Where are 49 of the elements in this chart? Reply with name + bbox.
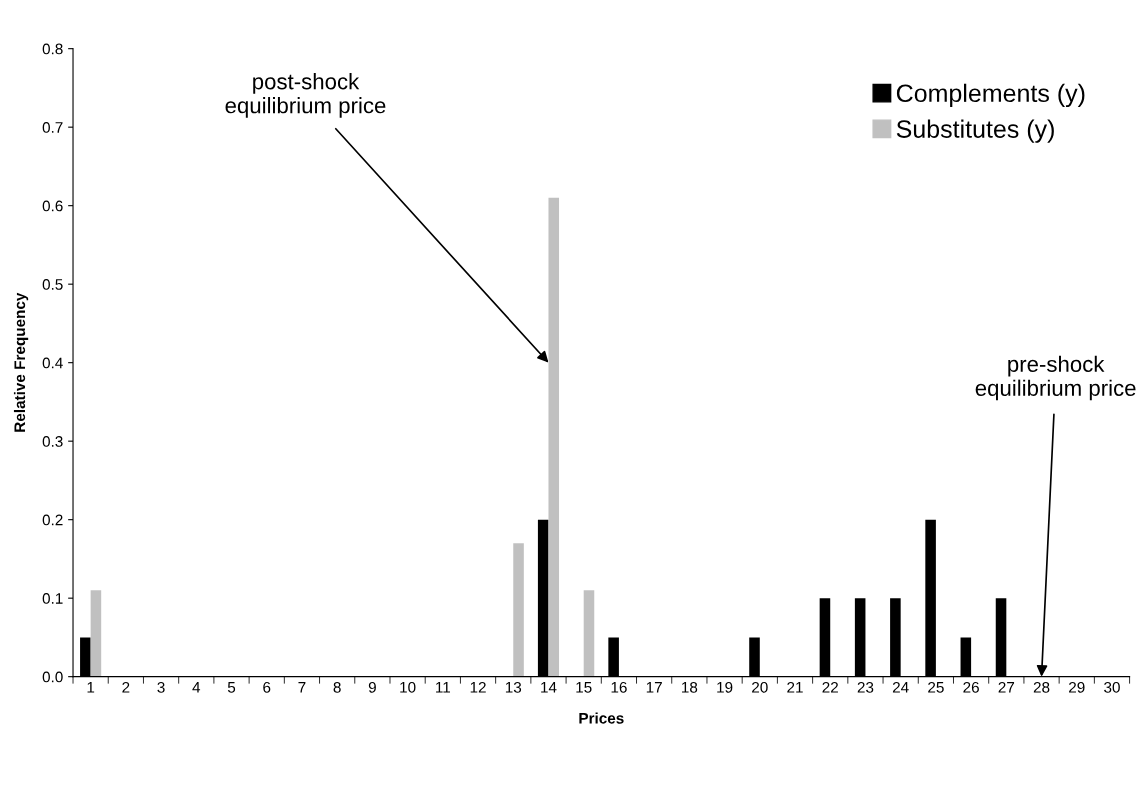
y-tick-label: 0.3 [42, 436, 63, 447]
y-tick-label: 0.0 [42, 671, 63, 683]
bar [513, 543, 524, 677]
legend-label: Substitutes (y) [896, 119, 1054, 143]
bar [90, 590, 102, 677]
x-tick-label: 10 [400, 681, 416, 693]
x-tick-label: 12 [470, 681, 486, 693]
y-tick-label: 0.8 [42, 43, 63, 55]
x-tick-label: 26 [963, 681, 979, 693]
x-tick-label: 22 [822, 681, 838, 693]
y-axis-title: Relative Frequency [13, 292, 29, 432]
annotation: pre-shock equilibrium price [975, 355, 1136, 401]
x-tick-label: 17 [646, 682, 662, 693]
legend-label: Complements (y) [896, 83, 1085, 108]
y-tick-label: 0.6 [42, 200, 63, 212]
x-tick-label: 18 [682, 681, 698, 693]
x-tick-label: 19 [717, 681, 733, 693]
bar [583, 590, 595, 677]
x-tick-label: 16 [611, 681, 627, 693]
x-tick-label: 13 [505, 681, 522, 693]
x-tick-label: 15 [576, 682, 592, 693]
x-tick-label: 7 [298, 682, 306, 693]
x-tick-label: 3 [157, 681, 165, 693]
x-tick-label: 27 [998, 681, 1015, 693]
x-tick-label: 29 [1069, 681, 1085, 693]
x-tick-label: 28 [1033, 681, 1050, 693]
x-tick-label: 25 [928, 681, 944, 693]
annotation: post-shock equilibrium price [225, 73, 386, 118]
x-tick-label: 14 [541, 682, 557, 693]
y-tick-label: 0.1 [42, 593, 63, 604]
y-tick-label: 0.5 [42, 279, 63, 290]
x-tick-label: 30 [1104, 681, 1120, 693]
x-tick-label: 4 [192, 682, 201, 693]
bar [548, 197, 560, 677]
x-axis-title: Prices [579, 712, 624, 724]
y-tick-label: 0.2 [42, 514, 63, 526]
x-tick-label: 2 [122, 681, 130, 693]
x-tick-label: 6 [263, 681, 271, 693]
y-tick-label: 0.7 [42, 122, 63, 133]
x-tick-label: 9 [368, 681, 376, 693]
x-tick-label: 24 [892, 681, 909, 693]
x-tick-label: 5 [227, 682, 236, 693]
x-tick-label: 1 [87, 682, 95, 693]
x-tick-label: 11 [436, 682, 451, 693]
x-tick-label: 21 [787, 681, 803, 693]
y-tick-label: 0.4 [42, 357, 63, 369]
x-tick-label: 23 [857, 681, 874, 693]
x-tick-label: 8 [333, 681, 341, 693]
x-tick-label: 20 [752, 681, 768, 693]
